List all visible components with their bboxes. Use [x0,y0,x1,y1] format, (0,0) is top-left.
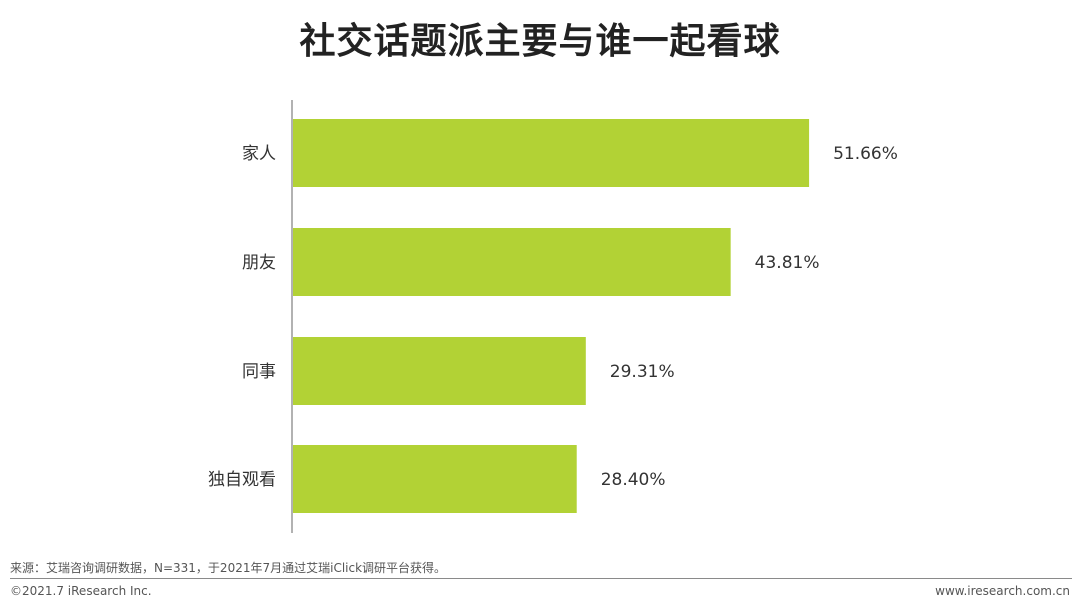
chart-title: 社交话题派主要与谁一起看球 [299,21,781,62]
website-link[interactable]: www.iresearch.com.cn [935,584,1070,598]
bar [293,445,577,513]
bar-chart: 家人 51.66% 朋友 43.81% 同事 29.31% 独自观看 28.40% [208,100,898,533]
bar [293,228,731,296]
footer-divider [10,578,1072,579]
source-note: 来源：艾瑞咨询调研数据，N=331，于2021年7月通过艾瑞iClick调研平台… [10,561,447,575]
category-label: 朋友 [242,253,276,273]
value-label: 51.66% [833,144,898,164]
copyright-text: ©2021.7 iResearch Inc. [10,584,152,598]
category-label: 家人 [242,144,276,164]
value-label: 43.81% [755,253,820,273]
category-label: 同事 [242,362,276,382]
value-label: 28.40% [601,470,666,490]
bar [293,119,810,187]
value-label: 29.31% [610,362,675,382]
bar [293,337,586,405]
category-label: 独自观看 [208,470,276,490]
